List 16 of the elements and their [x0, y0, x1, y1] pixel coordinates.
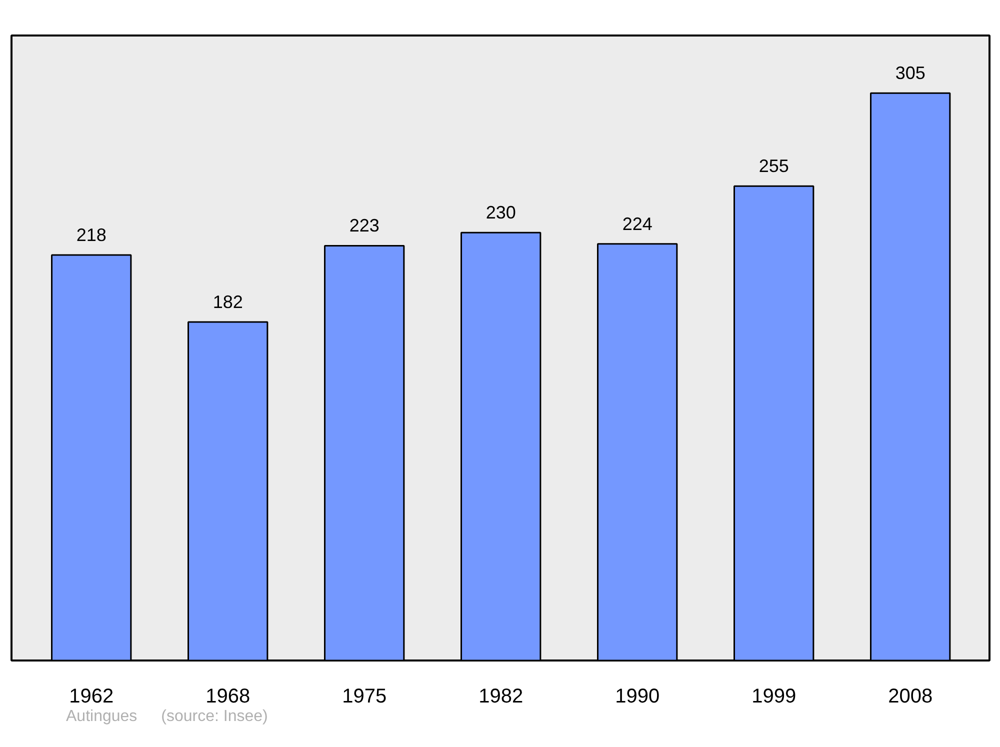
x-tick-label: 1990: [615, 686, 660, 708]
text: Autingues: [66, 708, 138, 725]
data-label: 230: [486, 202, 516, 223]
x-tick-label: 1975: [342, 686, 387, 708]
data-label: 224: [622, 214, 652, 234]
x-tick-label: 1999: [752, 686, 796, 708]
data-label: 305: [895, 63, 926, 84]
x-tick-label: 1968: [206, 686, 250, 708]
data-label: 182: [212, 292, 243, 312]
text: (source: Insee): [161, 708, 268, 725]
data-label: 223: [349, 216, 380, 236]
x-tick-label: 1962: [69, 686, 114, 708]
x-tick-label: 1982: [478, 686, 524, 708]
data-label: 255: [758, 156, 789, 176]
data-label: 218: [76, 224, 106, 245]
x-tick-label: 2008: [888, 686, 933, 708]
